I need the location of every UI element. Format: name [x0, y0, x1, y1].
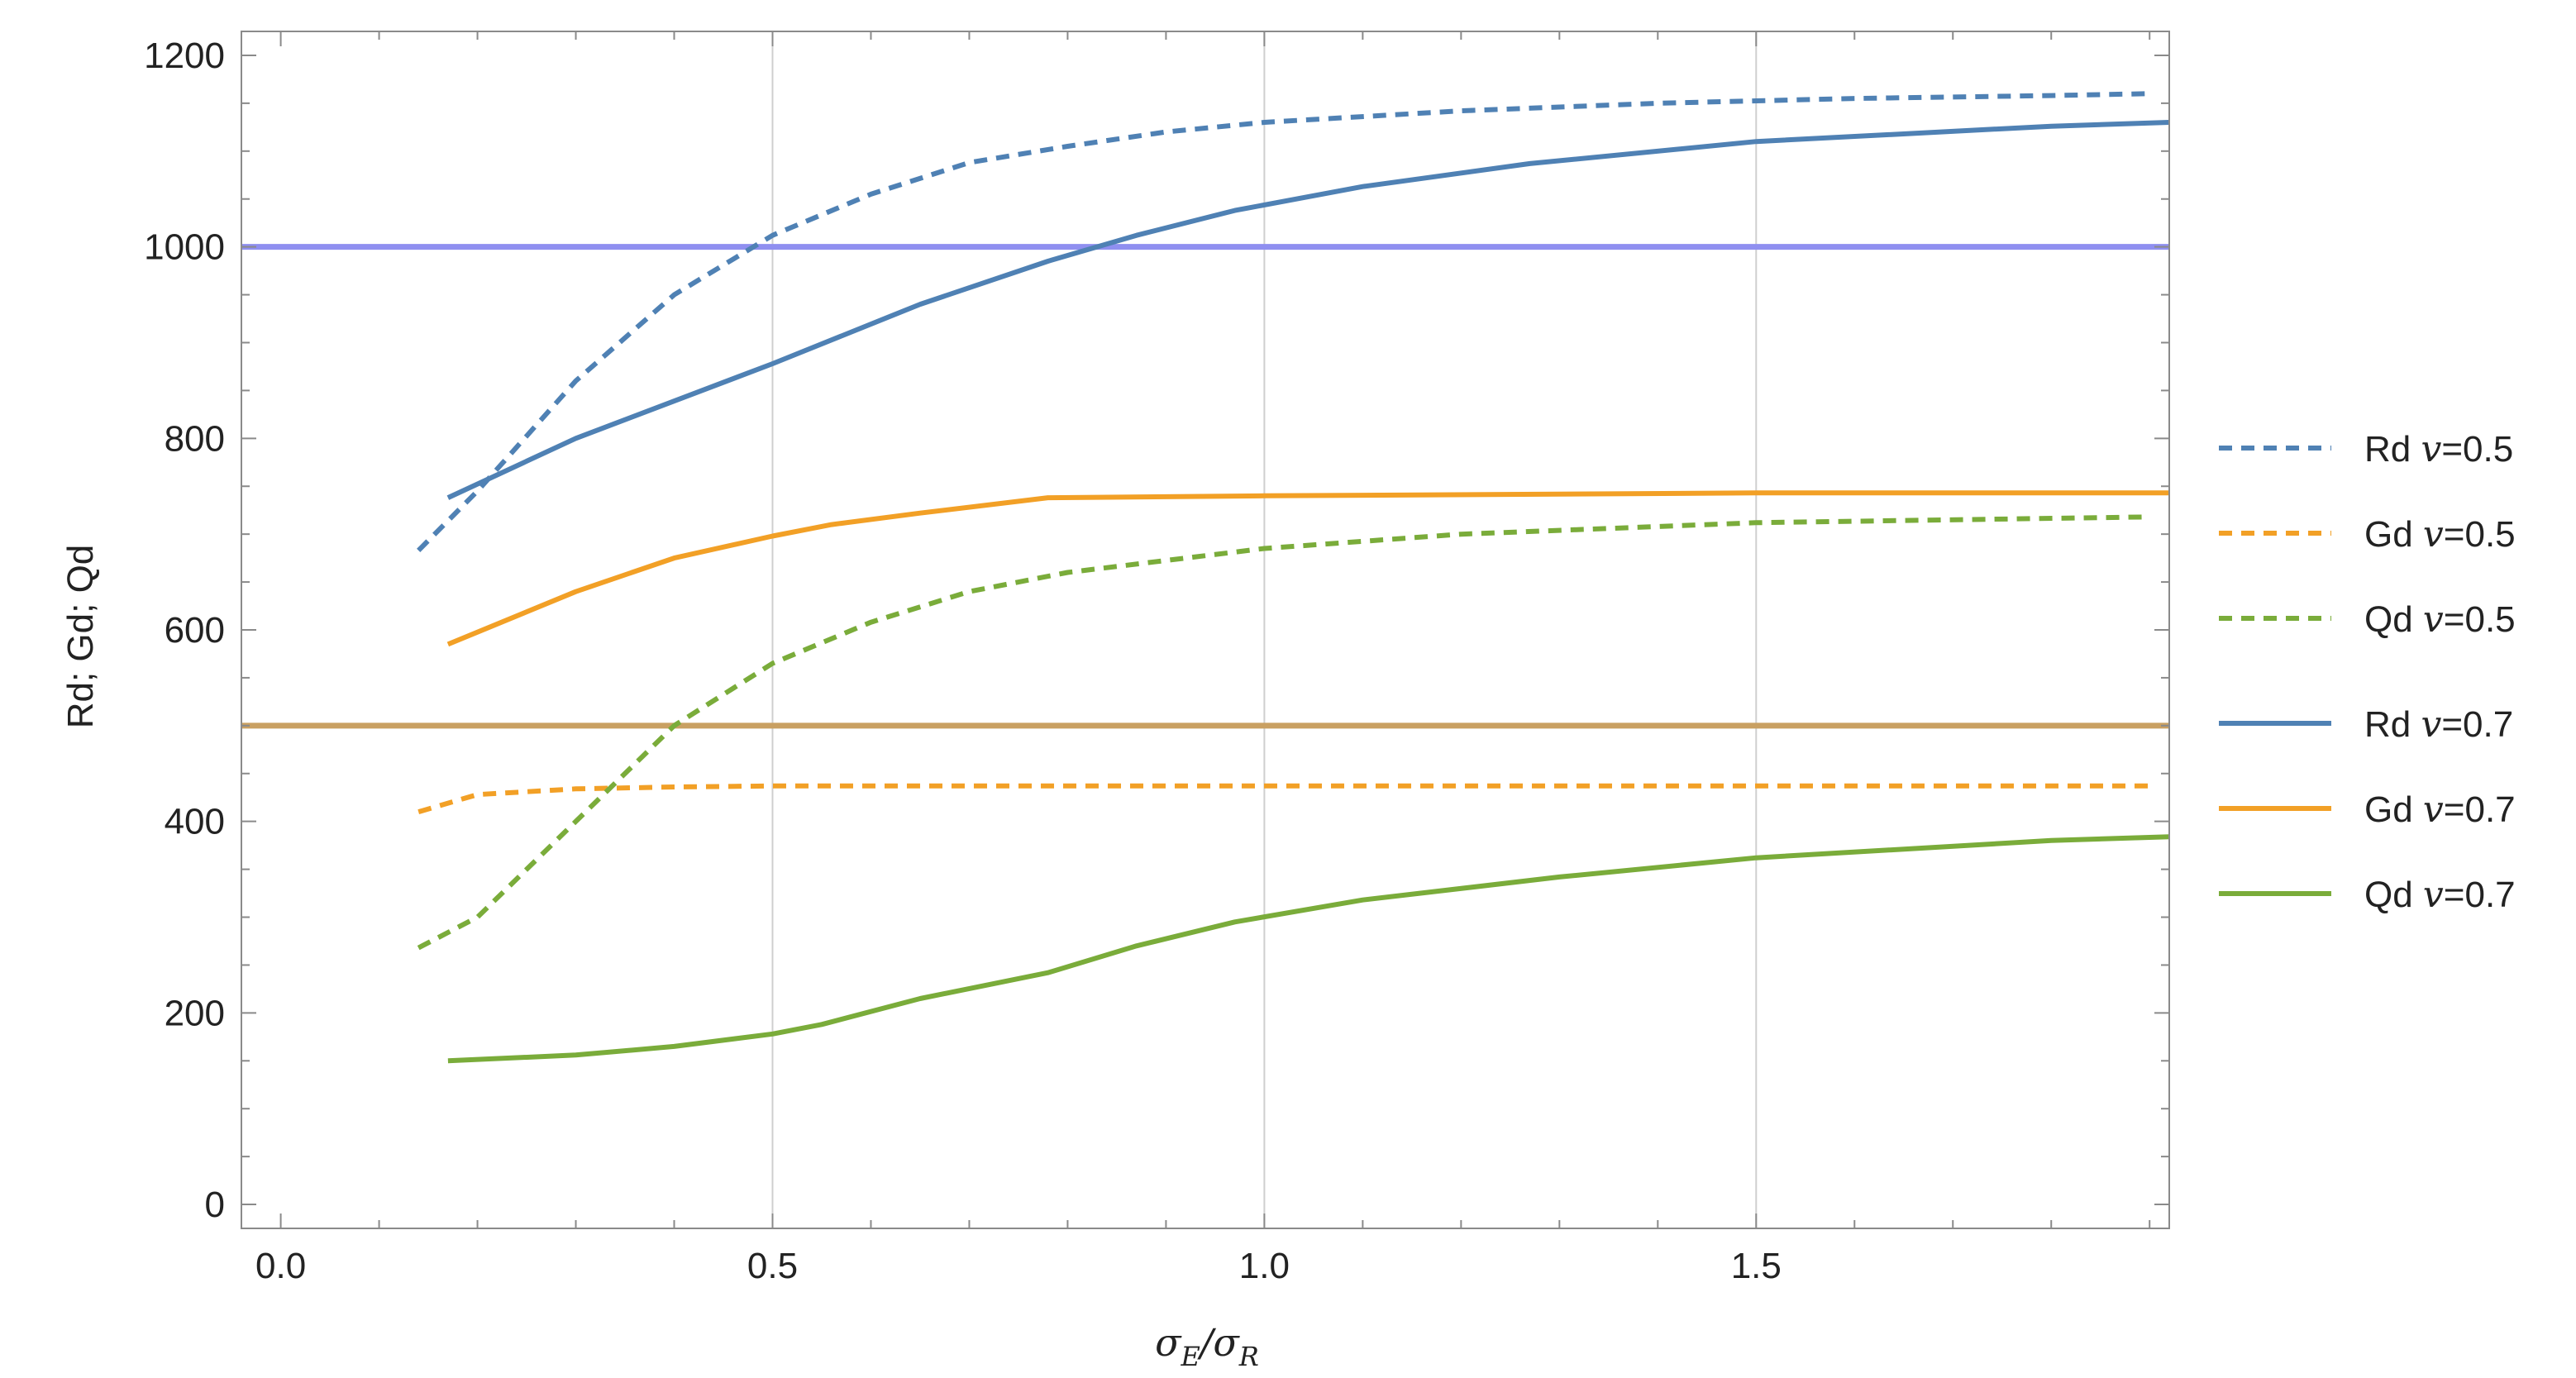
legend-v-symbol-1: v [2423, 513, 2444, 555]
y-tick-label-5: 1000 [144, 227, 225, 268]
series-line-qd-v07 [447, 834, 2170, 1064]
legend-v-value-2: =0.5 [2444, 599, 2516, 640]
y-tick-label-4: 800 [165, 418, 225, 459]
legend-label-1: Gd v=0.5 [2364, 513, 2516, 555]
legend-series-name-5: Qd [2364, 875, 2423, 915]
reference-lines [241, 244, 2169, 729]
legend-v-value-0: =0.5 [2441, 429, 2513, 470]
legend-v-value-3: =0.7 [2441, 704, 2513, 745]
x-tick-label-0: 0.0 [255, 1246, 306, 1286]
tick-labels: 0.0 0.5 1.0 1.5 0 200 400 600 800 1000 1200 [144, 36, 1782, 1286]
series-group [417, 91, 2170, 1064]
x-tick-label-3: 1.5 [1731, 1246, 1782, 1286]
legend-v-symbol-5: v [2423, 874, 2444, 916]
legend-v-value-5: =0.7 [2444, 875, 2516, 915]
series-line-qd-v05 [417, 514, 2150, 951]
legend-v-value-4: =0.7 [2444, 789, 2516, 830]
legend-label-2: Qd v=0.5 [2364, 598, 2516, 641]
x-axis-title-sigma-2: /σ [1197, 1320, 1240, 1365]
x-axis-title-sigma-1: σ [1155, 1320, 1182, 1365]
legend-series-name-1: Gd [2364, 514, 2423, 555]
x-axis-title-sub-2: R [1238, 1341, 1259, 1372]
legend-series-name-3: Rd [2364, 704, 2421, 745]
legend-series-name-2: Qd [2364, 599, 2423, 640]
legend-label-4: Gd v=0.7 [2364, 789, 2516, 831]
series-line-rd-v07 [446, 120, 2170, 500]
legend-v-symbol-2: v [2423, 598, 2444, 641]
legend-label-0: Rd v=0.5 [2364, 428, 2513, 470]
y-tick-label-2: 400 [165, 802, 225, 842]
series-line-gd-v07 [446, 490, 2169, 647]
y-tick-label-0: 0 [205, 1185, 225, 1225]
legend-v-value-1: =0.5 [2444, 514, 2516, 555]
gridlines [771, 31, 1758, 1228]
series-line-rd-v05 [417, 91, 2150, 553]
legend-label-3: Rd v=0.7 [2364, 703, 2513, 746]
x-axis-title: σE/σR [1155, 1320, 1259, 1372]
y-tick-label-6: 1200 [144, 36, 225, 76]
legend-v-symbol-0: v [2421, 428, 2441, 470]
legend-series-name-4: Gd [2364, 789, 2423, 830]
series-line-gd-v05 [417, 783, 2150, 814]
legend-v-symbol-4: v [2423, 789, 2444, 831]
legend-v-symbol-3: v [2421, 703, 2441, 746]
legend-label-5: Qd v=0.7 [2364, 874, 2516, 916]
y-tick-label-1: 200 [165, 993, 225, 1033]
legend: Rd v=0.5Gd v=0.5Qd v=0.5Rd v=0.7Gd v=0.7… [2219, 428, 2516, 916]
y-axis-title: Rd; Gd; Qd [60, 545, 101, 729]
legend-series-name-0: Rd [2364, 429, 2421, 470]
x-tick-label-1: 0.5 [747, 1246, 798, 1286]
x-tick-label-2: 1.0 [1239, 1246, 1290, 1286]
ticks [241, 31, 2169, 1228]
y-tick-label-3: 600 [165, 610, 225, 651]
x-axis-title-sub-1: E [1181, 1341, 1200, 1372]
